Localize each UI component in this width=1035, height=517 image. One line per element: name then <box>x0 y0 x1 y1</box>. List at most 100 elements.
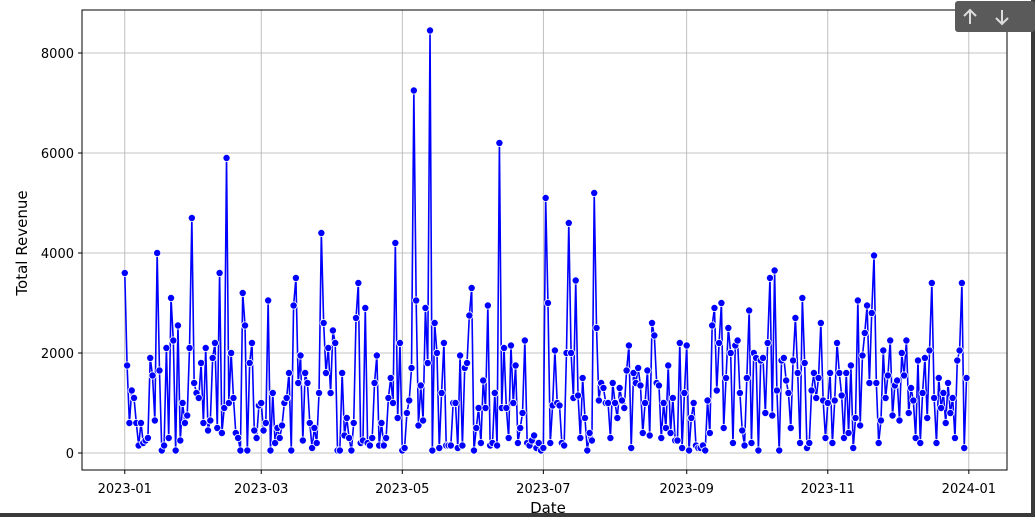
data-point <box>842 368 851 377</box>
data-point <box>550 346 559 355</box>
data-point <box>939 388 948 397</box>
data-point <box>127 386 136 395</box>
data-point <box>328 326 337 335</box>
data-point <box>197 358 206 367</box>
data-point <box>250 426 259 435</box>
data-point <box>932 438 941 447</box>
data-point <box>463 358 472 367</box>
data-point <box>405 396 414 405</box>
data-point <box>809 368 818 377</box>
data-point <box>305 418 314 427</box>
data-point <box>948 393 957 402</box>
window-edge <box>1031 0 1035 517</box>
data-point <box>897 348 906 357</box>
data-point <box>955 346 964 355</box>
data-point <box>456 351 465 360</box>
data-point <box>560 441 569 450</box>
data-point <box>352 313 361 322</box>
data-point <box>201 343 210 352</box>
data-point <box>920 353 929 362</box>
data-point <box>594 396 603 405</box>
x-tick-label: 2023-09 <box>660 482 714 497</box>
data-point <box>726 348 735 357</box>
data-point <box>384 393 393 402</box>
data-point <box>888 411 897 420</box>
data-point <box>622 366 631 375</box>
data-point <box>701 446 710 455</box>
data-point <box>719 423 728 432</box>
data-point <box>654 381 663 390</box>
data-point <box>872 378 881 387</box>
data-point <box>574 391 583 400</box>
y-tick-label: 2000 <box>41 347 74 362</box>
data-point <box>171 446 180 455</box>
window-edge <box>0 513 1035 517</box>
data-point <box>874 438 883 447</box>
data-point <box>490 388 499 397</box>
data-point <box>173 321 182 330</box>
data-point <box>738 426 747 435</box>
data-point <box>296 351 305 360</box>
chart-title: Revenue Trend over Time <box>440 0 656 5</box>
data-point <box>648 318 657 327</box>
data-point <box>682 341 691 350</box>
y-tick-label: 8000 <box>41 47 74 62</box>
move-up-button[interactable] <box>963 8 977 24</box>
data-point <box>675 338 684 347</box>
data-point <box>150 416 159 425</box>
data-point <box>812 393 821 402</box>
data-point <box>162 343 171 352</box>
data-point <box>733 336 742 345</box>
data-point <box>705 428 714 437</box>
data-point <box>370 378 379 387</box>
data-point <box>645 431 654 440</box>
data-point <box>747 438 756 447</box>
data-point <box>506 341 515 350</box>
data-point <box>432 348 441 357</box>
data-point <box>853 296 862 305</box>
data-point <box>957 278 966 287</box>
move-down-button[interactable] <box>995 10 1009 26</box>
data-point <box>476 438 485 447</box>
data-point <box>530 431 539 440</box>
data-point <box>879 346 888 355</box>
data-point <box>495 138 504 147</box>
data-point <box>148 371 157 380</box>
data-point <box>236 446 245 455</box>
data-point <box>925 346 934 355</box>
data-point <box>229 393 238 402</box>
data-point <box>534 438 543 447</box>
data-point <box>844 428 853 437</box>
data-point <box>275 433 284 442</box>
data-point <box>190 378 199 387</box>
data-point <box>423 358 432 367</box>
data-point <box>754 446 763 455</box>
data-point <box>178 398 187 407</box>
data-point <box>821 433 830 442</box>
data-point <box>282 393 291 402</box>
data-point <box>479 376 488 385</box>
data-point <box>287 446 296 455</box>
data-point <box>849 443 858 452</box>
data-point <box>661 423 670 432</box>
data-point <box>208 353 217 362</box>
data-point <box>310 423 319 432</box>
data-point <box>789 356 798 365</box>
data-point <box>252 433 261 442</box>
data-point <box>643 366 652 375</box>
data-point <box>858 351 867 360</box>
data-point <box>160 441 169 450</box>
data-point <box>615 383 624 392</box>
data-point <box>516 423 525 432</box>
data-point <box>673 436 682 445</box>
data-point <box>245 358 254 367</box>
data-point <box>715 338 724 347</box>
data-point <box>268 388 277 397</box>
data-point <box>143 433 152 442</box>
data-point <box>937 403 946 412</box>
data-point <box>909 396 918 405</box>
data-point <box>349 418 358 427</box>
plot-area: 0 2000 4000 6000 8000 2023-01 2023-03 2023-05 20… <box>41 10 1007 497</box>
data-point <box>608 378 617 387</box>
